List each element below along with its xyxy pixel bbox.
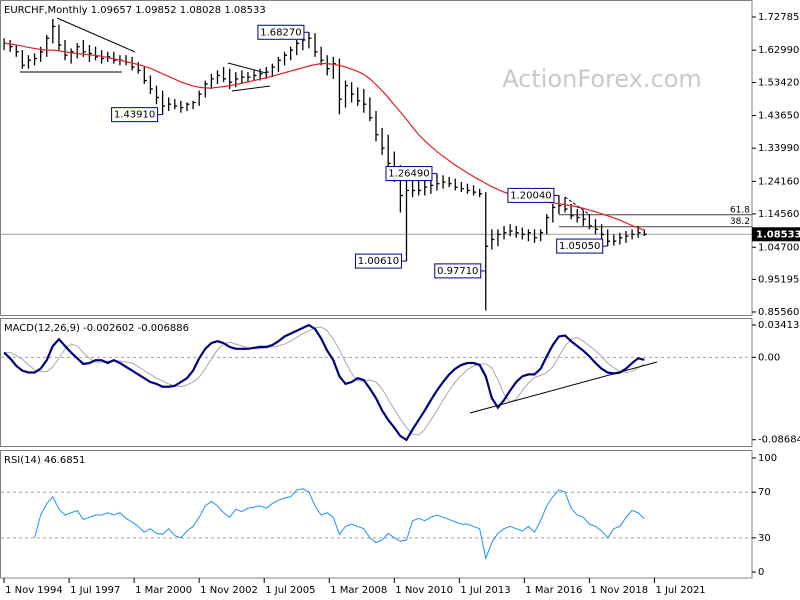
x-tick-label: 1 Jul 1997 — [70, 585, 120, 596]
y-tick-label: -0.086849 — [758, 435, 800, 446]
annotation-label: 1.05050 — [559, 241, 600, 252]
annotation-label: 1.43910 — [114, 110, 155, 121]
x-tick-label: 1 Nov 1994 — [5, 585, 63, 596]
last-price-label: 1.08533 — [756, 229, 800, 240]
x-tick-label: 1 Nov 2010 — [395, 585, 453, 596]
price-panel-border — [0, 0, 753, 316]
y-tick-label: 0.95195 — [758, 274, 799, 285]
y-tick-label: 0.00 — [758, 352, 780, 363]
x-tick-label: 1 Mar 2008 — [330, 585, 387, 596]
y-tick-label: 0.034137 — [758, 320, 800, 331]
annotation-box — [434, 263, 482, 279]
y-tick-label: 70 — [758, 487, 771, 498]
y-tick-label: 1.53420 — [758, 77, 799, 88]
trendline — [227, 62, 267, 74]
y-tick-label: 100 — [758, 453, 777, 464]
trendline — [56, 17, 136, 53]
panel-title: RSI(14) 46.6851 — [4, 455, 85, 466]
trendlines — [20, 17, 658, 414]
macd-panel-border — [0, 318, 753, 447]
y-tick-label: 1.72785 — [758, 12, 799, 23]
trendline — [564, 196, 591, 216]
y-tick-label: 1.33990 — [758, 143, 799, 154]
x-tick-label: 1 Nov 2018 — [590, 585, 648, 596]
x-tick-label: 1 Nov 2002 — [200, 585, 258, 596]
x-tick-label: 1 Jul 2013 — [460, 585, 510, 596]
y-tick-label: 0.85560 — [758, 307, 799, 318]
x-tick-label: 1 Jul 2021 — [655, 585, 705, 596]
annotation-box — [257, 24, 305, 40]
panel-title: MACD(12,26,9) -0.002602 -0.006886 — [4, 323, 189, 334]
series-line — [34, 488, 645, 561]
x-tick-label: 1 Jul 2005 — [265, 585, 315, 596]
x-tick-label: 1 Mar 2000 — [135, 585, 192, 596]
y-tick-label: 30 — [758, 533, 771, 544]
background-layer: ActionForex.com — [1, 65, 752, 539]
annotation-label: 1.68270 — [260, 27, 301, 38]
y-tick-label: 0 — [758, 567, 764, 578]
rsi-panel-border — [0, 450, 753, 579]
annotation-box — [507, 187, 555, 203]
fib-label: 61.8 — [730, 205, 750, 215]
annotation-label: 1.26490 — [388, 169, 429, 180]
annotation-box — [385, 166, 433, 182]
trendline — [231, 85, 271, 92]
y-tick-label: 1.24160 — [758, 176, 799, 187]
series-line — [3, 323, 645, 442]
annotation-label: 1.20040 — [510, 190, 551, 201]
data-layer — [3, 18, 647, 561]
y-tick-label: 1.43650 — [758, 111, 799, 122]
annotation-box — [556, 238, 604, 254]
watermark: ActionForex.com — [502, 65, 702, 93]
fib-label: 38.2 — [730, 217, 750, 227]
annotation-box — [354, 253, 402, 269]
panel-title: EURCHF,Monthly 1.09657 1.09852 1.08028 1… — [4, 5, 266, 16]
annotation-box — [111, 107, 159, 123]
trendline — [469, 361, 658, 414]
last-price-box — [752, 227, 800, 242]
x-tick-label: 1 Mar 2016 — [525, 585, 582, 596]
y-tick-label: 1.62990 — [758, 45, 799, 56]
annotation-label: 1.00610 — [358, 256, 399, 267]
y-tick-label: 1.14560 — [758, 209, 799, 220]
y-tick-label: 1.04700 — [758, 242, 799, 253]
annotation-label: 0.97710 — [437, 266, 478, 277]
